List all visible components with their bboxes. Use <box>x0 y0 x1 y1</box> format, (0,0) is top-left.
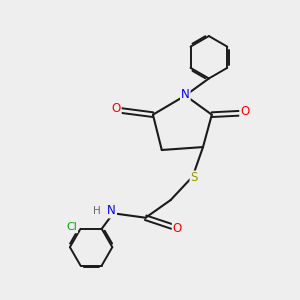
Text: O: O <box>240 105 249 118</box>
Text: S: S <box>190 172 198 184</box>
Text: O: O <box>173 221 182 235</box>
Text: O: O <box>112 102 121 115</box>
Text: N: N <box>181 88 190 100</box>
Text: H: H <box>93 206 101 216</box>
Text: Cl: Cl <box>66 222 77 232</box>
Text: N: N <box>107 205 116 218</box>
